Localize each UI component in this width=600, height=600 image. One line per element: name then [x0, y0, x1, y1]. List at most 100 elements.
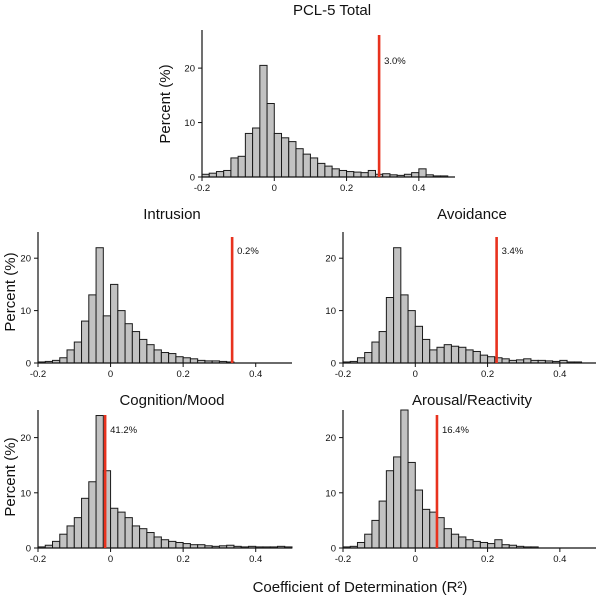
histogram-bar: [411, 172, 420, 178]
histogram-bar: [73, 517, 83, 549]
histogram-bar: [182, 543, 191, 549]
histogram-bar: [356, 357, 366, 364]
histogram-bar: [230, 157, 239, 178]
histogram-bar: [331, 168, 340, 178]
histogram-bar: [422, 508, 431, 549]
y-tick-label: 10: [20, 306, 31, 317]
x-tick-label: 0.2: [340, 183, 353, 194]
histogram-bar: [139, 528, 148, 549]
histogram-bar: [153, 536, 162, 549]
histogram-bar: [436, 346, 445, 364]
histogram-bar: [110, 283, 119, 364]
histogram-bar: [501, 358, 510, 364]
histogram-bar: [418, 168, 427, 178]
histogram-bar: [223, 169, 232, 178]
histogram-bar: [353, 171, 362, 178]
histogram-bar: [371, 341, 380, 364]
y-axis-label: Percent (%): [2, 437, 19, 516]
x-tick-label: 0: [108, 369, 113, 380]
histogram-bar: [66, 525, 75, 549]
histogram-bar: [338, 169, 348, 178]
histogram-bar: [175, 541, 184, 549]
y-tick-label: 0: [331, 544, 336, 555]
histogram-bar: [102, 315, 112, 364]
histogram-bar: [95, 247, 104, 364]
histogram-bar: [364, 352, 373, 364]
histogram-bar: [385, 297, 395, 364]
histogram-bar: [443, 344, 452, 364]
histogram-bar: [429, 349, 438, 364]
histogram-bar: [472, 540, 481, 549]
histogram-bar: [215, 171, 225, 178]
histogram-bar: [189, 358, 199, 364]
histogram-bar: [252, 127, 261, 178]
histogram-bar: [146, 344, 155, 364]
panel-title: Avoidance: [437, 206, 507, 223]
histogram-bar: [168, 540, 177, 549]
reference-percent-label: 3.4%: [502, 246, 524, 257]
y-tick-label: 0: [26, 359, 31, 370]
histogram-bar: [259, 64, 268, 178]
histogram-bar: [443, 528, 452, 549]
histogram-bar: [281, 137, 290, 178]
histogram-bar: [273, 132, 283, 178]
histogram-bar: [378, 331, 387, 364]
histogram-bar: [182, 357, 191, 364]
y-tick-label: 10: [325, 488, 336, 499]
x-tick-label: 0: [413, 369, 418, 380]
histogram-bar: [59, 533, 68, 549]
histogram-bar: [400, 409, 409, 549]
x-tick-label: 0.4: [553, 554, 566, 565]
histogram-bar: [414, 325, 424, 364]
histogram-bar: [346, 171, 355, 178]
histogram-bar: [465, 349, 474, 364]
histogram-bar: [88, 294, 97, 364]
histogram-bar: [458, 346, 467, 364]
histogram-bar: [450, 345, 460, 364]
y-tick-label: 20: [20, 254, 31, 265]
x-tick-label: 0.4: [249, 554, 262, 565]
panel-title: PCL-5 Total: [293, 2, 371, 19]
histogram-bar: [73, 341, 83, 364]
histogram-bar: [400, 294, 409, 364]
x-tick-label: 0.4: [249, 369, 262, 380]
histogram-bar: [385, 470, 395, 549]
histogram-bar: [160, 352, 170, 364]
panel-title: Arousal/Reactivity: [412, 392, 533, 409]
panel-title: Cognition/Mood: [119, 392, 224, 409]
histogram-bar: [364, 533, 373, 549]
histogram-bar: [407, 461, 416, 549]
reference-percent-label: 41.2%: [110, 425, 137, 436]
histogram-bar: [302, 153, 311, 178]
histogram-bar: [324, 165, 333, 178]
histogram-bar: [168, 353, 177, 364]
x-tick-label: -0.2: [335, 554, 351, 565]
histogram-bar: [295, 148, 304, 178]
y-tick-label: 0: [26, 544, 31, 555]
histogram-bar: [59, 357, 68, 364]
y-tick-label: 10: [184, 118, 195, 129]
histogram-bar: [124, 517, 133, 549]
y-tick-label: 20: [325, 433, 336, 444]
histogram-bar: [124, 323, 133, 364]
histogram-bar: [479, 541, 489, 549]
histogram-bar: [117, 511, 126, 549]
histogram-bar: [393, 456, 402, 549]
histogram-bar: [494, 539, 503, 549]
x-tick-label: 0.2: [177, 369, 190, 380]
y-tick-label: 10: [325, 306, 336, 317]
histogram-bar: [487, 356, 496, 364]
histogram-bar: [487, 543, 496, 549]
y-tick-label: 20: [20, 433, 31, 444]
histogram-bar: [523, 358, 532, 364]
histogram-bar: [66, 349, 75, 364]
histogram-bar: [160, 539, 170, 549]
histogram-bar: [52, 540, 61, 549]
y-tick-label: 20: [184, 64, 195, 75]
histogram-bar: [131, 331, 141, 364]
y-tick-label: 20: [325, 254, 336, 265]
